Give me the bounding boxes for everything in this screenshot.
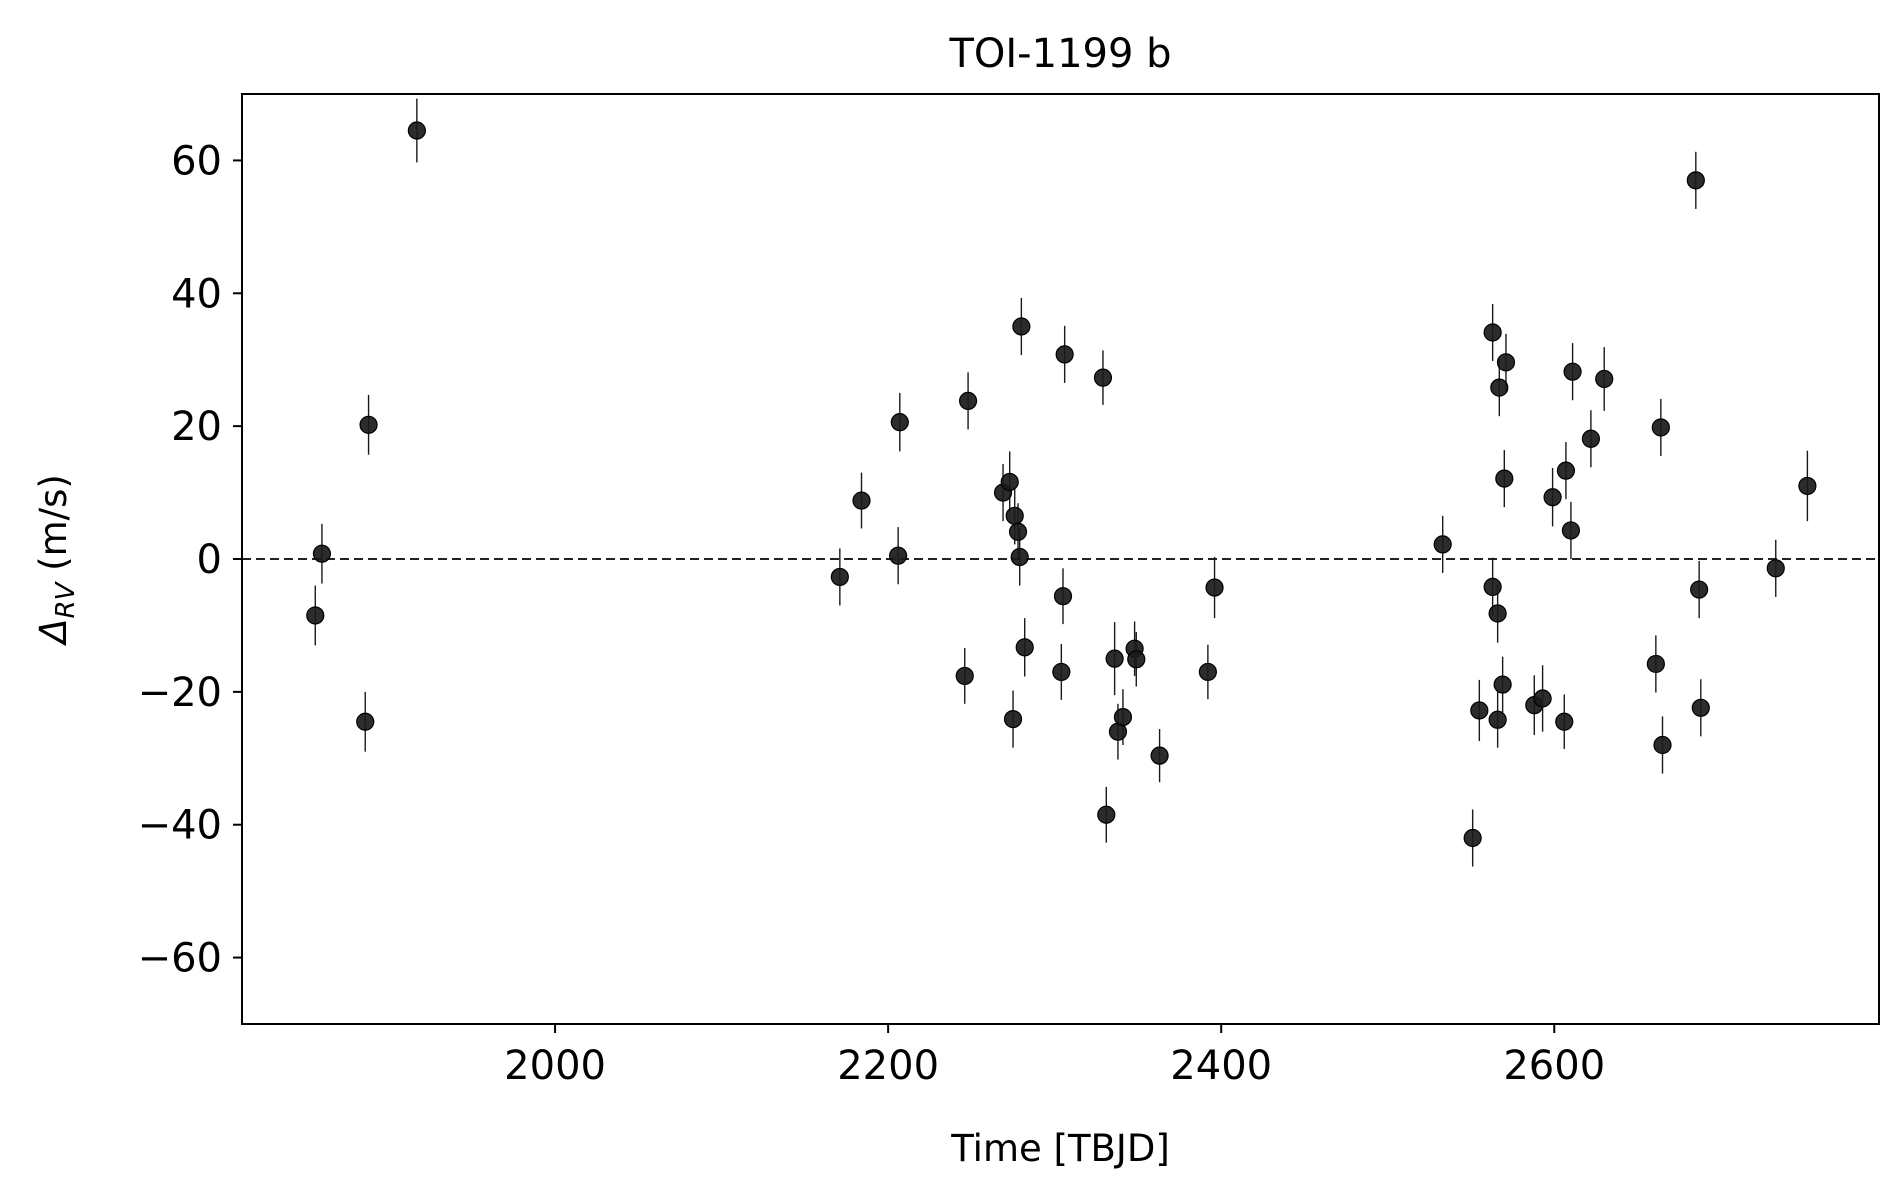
data-point	[1205, 578, 1224, 597]
data-point	[1105, 649, 1124, 668]
data-point	[1493, 675, 1512, 694]
data-point	[1533, 689, 1552, 708]
y-tick-label: 20	[171, 404, 222, 450]
data-point	[958, 391, 978, 410]
data-point	[1488, 710, 1507, 729]
data-point	[1766, 559, 1785, 578]
data-point	[1127, 650, 1146, 669]
data-point	[1686, 171, 1705, 190]
data-point	[1490, 378, 1509, 397]
data-point	[1470, 701, 1489, 720]
data-point	[1595, 369, 1614, 389]
data-point	[1003, 709, 1023, 729]
data-point	[889, 546, 908, 565]
data-point	[1653, 735, 1672, 755]
x-axis-label: Time [TBJD]	[950, 1127, 1170, 1170]
x-tick-label: 2400	[1170, 1043, 1272, 1089]
y-axis-label-subscript: RV	[51, 580, 81, 618]
data-point	[1496, 353, 1516, 372]
data-point	[1008, 522, 1028, 541]
data-point	[1012, 317, 1031, 336]
data-point	[1097, 805, 1116, 824]
data-point	[1483, 323, 1502, 342]
data-point	[1483, 577, 1502, 597]
data-point	[407, 121, 426, 140]
tick-layer: 2000 2200 2400 2600 −60 −40 −20 0 20 40 60	[138, 138, 1606, 1089]
data-point	[312, 544, 332, 563]
data-point	[1010, 547, 1029, 567]
data-point	[1433, 535, 1452, 554]
y-tick-label: 40	[171, 271, 222, 317]
data-point	[1691, 698, 1710, 717]
data-point	[1000, 472, 1019, 492]
data-point	[1581, 429, 1601, 448]
data-point	[1005, 506, 1024, 525]
data-point	[1646, 654, 1665, 674]
y-axis-label-symbol: Δ	[32, 618, 75, 646]
data-point	[1798, 476, 1817, 496]
data-point	[1563, 362, 1582, 381]
y-tick-label: 0	[197, 537, 222, 583]
data-point-layer	[306, 121, 1817, 848]
data-point	[1488, 604, 1507, 623]
data-point	[1463, 828, 1482, 848]
data-point	[1561, 521, 1581, 540]
data-point	[1053, 587, 1073, 606]
data-point	[830, 567, 849, 587]
data-point	[1150, 746, 1169, 765]
x-tick-label: 2600	[1503, 1043, 1605, 1089]
data-point	[852, 491, 871, 510]
y-tick-label: −20	[138, 670, 222, 716]
x-tick-label: 2200	[837, 1043, 939, 1089]
plot-area-frame	[241, 93, 1880, 1025]
y-axis-label: ΔRV (m/s)	[32, 474, 81, 647]
data-point	[1555, 712, 1574, 731]
data-point	[1690, 580, 1709, 599]
data-point	[1055, 345, 1074, 364]
y-axis-label-unit: (m/s)	[32, 474, 75, 582]
data-point	[1543, 488, 1562, 507]
data-point	[306, 606, 325, 625]
data-point	[359, 415, 378, 434]
data-point	[1651, 418, 1670, 437]
data-point	[1093, 368, 1113, 387]
y-tick-label: −40	[138, 803, 222, 849]
data-point	[1198, 662, 1217, 682]
data-point	[1052, 662, 1071, 682]
data-point	[1556, 461, 1576, 480]
x-tick-label: 2000	[504, 1043, 606, 1089]
y-tick-label: −60	[138, 936, 222, 982]
data-point	[955, 666, 974, 686]
y-tick-label: 60	[171, 138, 222, 184]
data-point	[1495, 469, 1514, 488]
data-point	[890, 413, 909, 432]
data-point	[1113, 707, 1133, 727]
data-point	[1015, 638, 1034, 657]
data-point	[356, 712, 375, 731]
chart-title: TOI-1199 b	[948, 31, 1171, 77]
